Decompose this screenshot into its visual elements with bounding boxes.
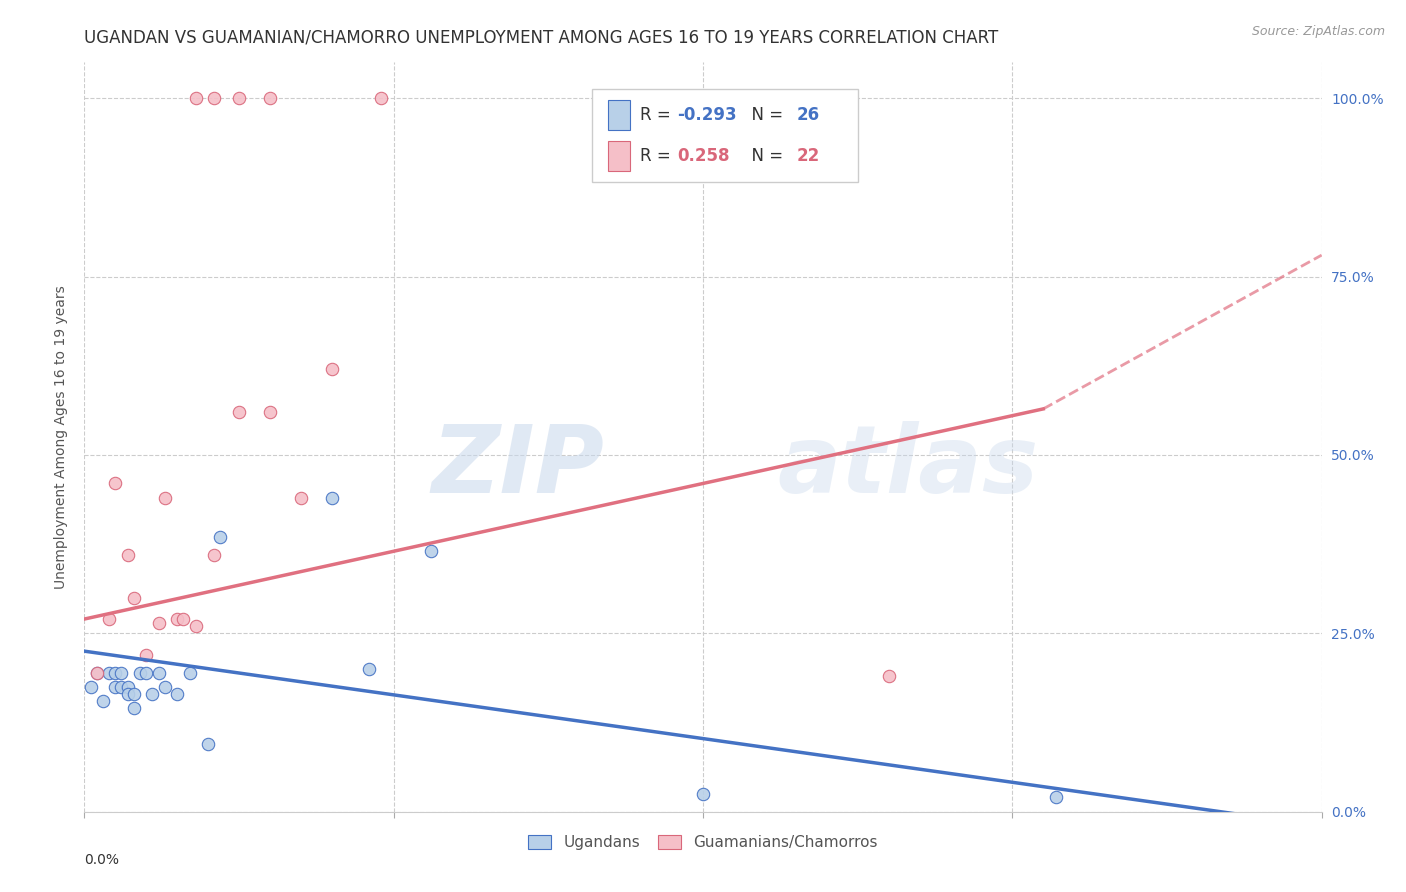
Point: [104, 476, 127, 491]
Text: UGANDAN VS GUAMANIAN/CHAMORRO UNEMPLOYMENT AMONG AGES 16 TO 19 YEARS CORRELATION: UGANDAN VS GUAMANIAN/CHAMORRO UNEMPLOYME…: [84, 29, 998, 47]
Point: [148, 615, 170, 630]
Point: [166, 687, 188, 701]
Text: N =: N =: [741, 147, 789, 165]
Text: ZIP: ZIP: [432, 421, 605, 513]
Y-axis label: Unemployment Among Ages 16 to 19 years: Unemployment Among Ages 16 to 19 years: [53, 285, 67, 589]
Point: [122, 591, 145, 605]
FancyBboxPatch shape: [592, 88, 858, 182]
Point: [110, 680, 132, 694]
Point: [91, 694, 114, 708]
Point: [259, 405, 281, 419]
Point: [148, 665, 170, 680]
Point: [117, 548, 139, 562]
Point: [419, 544, 441, 558]
Text: 22: 22: [797, 147, 820, 165]
Text: atlas: atlas: [778, 421, 1039, 513]
Point: [290, 491, 312, 505]
Point: [153, 491, 176, 505]
Point: [197, 737, 219, 751]
Point: [166, 612, 188, 626]
Point: [209, 530, 232, 544]
Point: [141, 687, 163, 701]
Text: 0.258: 0.258: [678, 147, 730, 165]
Point: [357, 662, 380, 676]
Point: [86, 665, 108, 680]
Point: [79, 680, 101, 694]
Point: [117, 680, 139, 694]
Point: [228, 91, 250, 105]
Point: [86, 665, 108, 680]
Point: [172, 612, 194, 626]
Point: [184, 91, 207, 105]
Point: [135, 648, 157, 662]
Point: [259, 91, 281, 105]
Point: [98, 612, 121, 626]
Point: [122, 687, 145, 701]
Point: [110, 665, 132, 680]
Point: [692, 787, 714, 801]
Point: [202, 548, 225, 562]
Point: [184, 619, 207, 633]
Text: Source: ZipAtlas.com: Source: ZipAtlas.com: [1251, 25, 1385, 38]
Text: 26: 26: [797, 106, 820, 124]
Point: [104, 665, 127, 680]
Point: [202, 91, 225, 105]
Point: [877, 669, 900, 683]
Text: N =: N =: [741, 106, 789, 124]
Point: [321, 491, 343, 505]
Point: [370, 91, 392, 105]
Text: -0.293: -0.293: [678, 106, 737, 124]
Point: [179, 665, 201, 680]
Point: [122, 701, 145, 715]
Point: [228, 405, 250, 419]
Point: [135, 665, 157, 680]
Point: [117, 687, 139, 701]
Point: [153, 680, 176, 694]
Bar: [607, 141, 630, 171]
Point: [321, 362, 343, 376]
Point: [1045, 790, 1067, 805]
Text: 0.0%: 0.0%: [84, 853, 120, 867]
Legend: Ugandans, Guamanians/Chamorros: Ugandans, Guamanians/Chamorros: [522, 830, 884, 856]
Point: [129, 665, 152, 680]
Text: R =: R =: [640, 147, 681, 165]
Point: [98, 665, 121, 680]
Text: R =: R =: [640, 106, 676, 124]
Point: [104, 680, 127, 694]
Bar: [607, 100, 630, 130]
